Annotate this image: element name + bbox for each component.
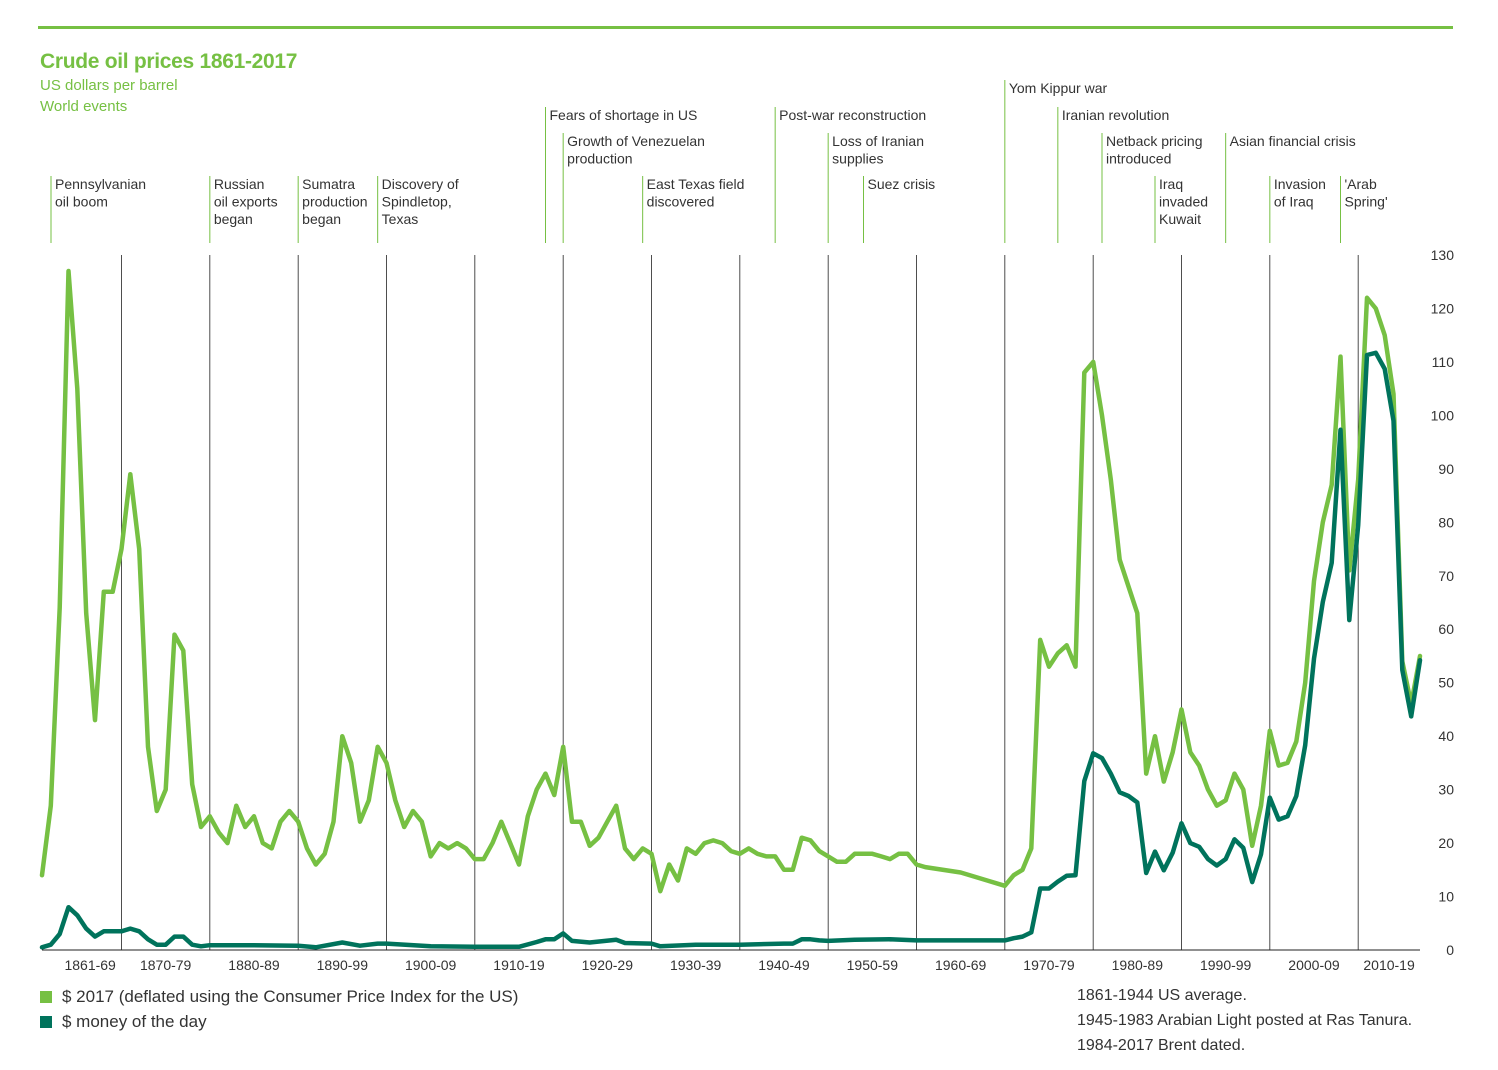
event-label: invaded (1159, 194, 1208, 210)
legend-label-real: $ 2017 (deflated using the Consumer Pric… (62, 987, 519, 1006)
event-label: began (302, 211, 341, 227)
x-tick-label: 1861-69 (64, 957, 116, 973)
x-tick-label: 1970-79 (1023, 957, 1075, 973)
source-note-2: 1945-1983 Arabian Light posted at Ras Ta… (1077, 1012, 1413, 1029)
event-label: Asian financial crisis (1230, 133, 1356, 149)
y-tick-label: 60 (1438, 621, 1454, 637)
series-line-real (39, 268, 1423, 894)
event-label: Sumatra (302, 176, 355, 192)
y-tick-label: 130 (1431, 247, 1455, 263)
event-label: Pennsylvanian (55, 176, 146, 192)
y-tick-label: 80 (1438, 514, 1454, 530)
x-tick-label: 1900-09 (405, 957, 457, 973)
event-label: Kuwait (1159, 211, 1201, 227)
event-label: Post-war reconstruction (779, 107, 926, 123)
x-tick-label: 1940-49 (758, 957, 810, 973)
legend-nominal: $ money of the day (40, 1012, 207, 1032)
event-label: Netback pricing (1106, 133, 1203, 149)
event-label: Yom Kippur war (1009, 80, 1108, 96)
event-label: Loss of Iranian (832, 133, 924, 149)
event-label: discovered (647, 194, 715, 210)
y-tick-label: 100 (1431, 407, 1455, 423)
x-tick-label: 1880-89 (228, 957, 280, 973)
chart-subtitle-units: US dollars per barrel (40, 77, 178, 94)
chart-title: Crude oil prices 1861-2017 (40, 50, 298, 73)
x-tick-label: 2000-09 (1288, 957, 1340, 973)
x-tick-label: 1990-99 (1200, 957, 1252, 973)
legend-real: $ 2017 (deflated using the Consumer Pric… (40, 987, 518, 1007)
source-note-1: 1861-1944 US average. (1077, 987, 1247, 1004)
y-tick-label: 70 (1438, 568, 1454, 584)
event-label: oil exports (214, 194, 278, 210)
event-label: Iranian revolution (1062, 107, 1169, 123)
y-tick-label: 120 (1431, 300, 1455, 316)
y-tick-label: 0 (1446, 942, 1454, 958)
event-label: production (302, 194, 367, 210)
legend-swatch-nominal (40, 1016, 52, 1028)
y-tick-label: 10 (1438, 889, 1454, 905)
y-tick-label: 30 (1438, 782, 1454, 798)
chart-subtitle-events: World events (40, 98, 128, 115)
event-label: Spindletop, (382, 194, 452, 210)
event-label: Suez crisis (868, 176, 936, 192)
x-tick-label: 1890-99 (317, 957, 369, 973)
event-label: Invasion (1274, 176, 1326, 192)
x-tick-label: 1930-39 (670, 957, 722, 973)
event-label: began (214, 211, 253, 227)
event-label: oil boom (55, 194, 108, 210)
event-label: of Iraq (1274, 194, 1314, 210)
event-label: East Texas field (647, 176, 745, 192)
x-tick-label: 1870-79 (140, 957, 192, 973)
x-tick-label: 1920-29 (582, 957, 634, 973)
event-label: Iraq (1159, 176, 1183, 192)
source-note-3: 1984-2017 Brent dated. (1077, 1037, 1246, 1054)
x-tick-label: 1910-19 (493, 957, 545, 973)
y-tick-label: 110 (1432, 354, 1455, 370)
y-tick-label: 90 (1438, 461, 1454, 477)
event-label: Growth of Venezuelan (567, 133, 705, 149)
y-tick-label: 50 (1438, 675, 1454, 691)
x-tick-label: 2010-19 (1363, 957, 1415, 973)
legend-label-nominal: $ money of the day (62, 1012, 207, 1031)
top-rule (38, 26, 1453, 29)
event-label: production (567, 151, 632, 167)
x-tick-label: 1950-59 (847, 957, 899, 973)
event-label: supplies (832, 151, 883, 167)
event-label: Discovery of (382, 176, 459, 192)
event-label: Russian (214, 176, 265, 192)
event-label: introduced (1106, 151, 1171, 167)
event-label: Texas (382, 211, 419, 227)
y-tick-label: 40 (1438, 728, 1454, 744)
legend-swatch-real (40, 991, 52, 1003)
y-tick-label: 20 (1438, 835, 1454, 851)
event-label: Spring' (1345, 194, 1388, 210)
x-tick-label: 1960-69 (935, 957, 987, 973)
event-label: Fears of shortage in US (550, 107, 698, 123)
event-label: 'Arab (1345, 176, 1377, 192)
x-tick-label: 1980-89 (1112, 957, 1164, 973)
series-line-nominal (39, 350, 1423, 950)
